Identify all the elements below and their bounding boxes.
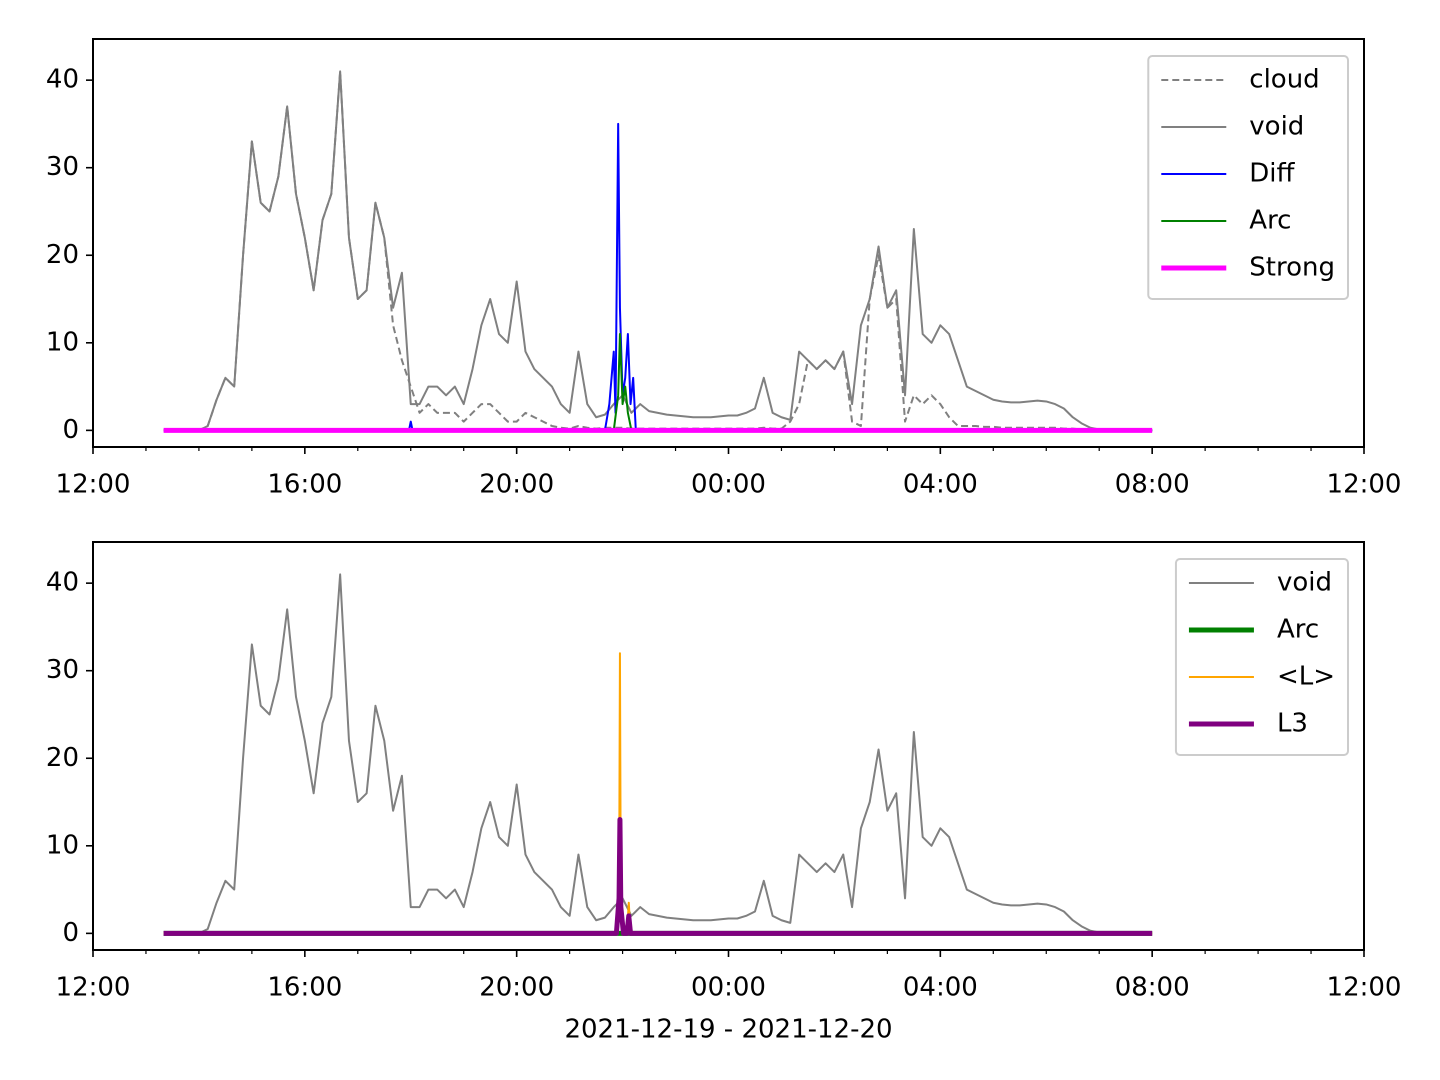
y-tick-label: 0 <box>62 415 79 445</box>
axes: 0 10 20 30 40 12:00 16:00 20:00 00:00 04:00 08:00 1… <box>46 38 1402 500</box>
x-tick-label: 16:00 <box>267 973 342 1003</box>
y-tick-label: 40 <box>46 568 79 598</box>
x-tick-label: 04:00 <box>903 973 978 1003</box>
x-tick-label: 08:00 <box>1115 470 1190 500</box>
data-line <box>163 333 1153 432</box>
legend-label: void <box>1277 568 1332 598</box>
y-tick-label: 40 <box>46 65 79 95</box>
axes-frame <box>92 541 1365 951</box>
x-tick-label: 12:00 <box>1327 973 1402 1003</box>
x-tick-label: 00:00 <box>691 470 766 500</box>
y-tick-label: 10 <box>46 830 79 860</box>
x-tick-label: 00:00 <box>691 973 766 1003</box>
y-tick-label: 20 <box>46 743 79 773</box>
x-tick-label: 08:00 <box>1115 973 1190 1003</box>
x-tick-label: 20:00 <box>479 973 554 1003</box>
legend-frame <box>1174 558 1349 756</box>
x-tick-label: 20:00 <box>479 470 554 500</box>
data-line <box>163 70 1153 432</box>
legend-label: void <box>1249 112 1304 142</box>
axes: 0 10 20 30 40 12:00 16:00 20:00 00:00 04:00 08:00 1… <box>46 541 1402 1045</box>
x-tick-label: 12:00 <box>56 470 131 500</box>
data-line <box>163 817 1153 936</box>
x-tick-label: 04:00 <box>903 470 978 500</box>
x-axis-label: 2021-12-19 - 2021-12-20 <box>564 1015 892 1045</box>
legend: cloud void Diff Arc Strong <box>1147 55 1349 300</box>
y-tick-label: 30 <box>46 655 79 685</box>
y-tick-label: 10 <box>46 327 79 357</box>
x-tick-label: 16:00 <box>267 470 342 500</box>
y-tick-label: 30 <box>46 152 79 182</box>
legend-frame <box>1147 55 1349 300</box>
legend-label: cloud <box>1249 65 1319 95</box>
data-line <box>163 652 1153 935</box>
plot-area <box>163 573 1153 936</box>
y-tick-label: 0 <box>62 918 79 948</box>
legend-label: Arc <box>1249 206 1291 236</box>
x-tick-label: 12:00 <box>1327 470 1402 500</box>
plot-area <box>163 70 1153 433</box>
x-tick-label: 12:00 <box>56 973 131 1003</box>
legend: void Arc <L> L3 <box>1174 558 1349 756</box>
data-line <box>163 573 1153 935</box>
y-tick-label: 20 <box>46 240 79 270</box>
data-line <box>163 70 1153 432</box>
legend-label: Arc <box>1277 615 1319 645</box>
legend-label: Strong <box>1249 253 1335 283</box>
legend-label: <L> <box>1277 662 1335 692</box>
legend-label: L3 <box>1277 709 1308 739</box>
legend-label: Diff <box>1249 159 1295 189</box>
